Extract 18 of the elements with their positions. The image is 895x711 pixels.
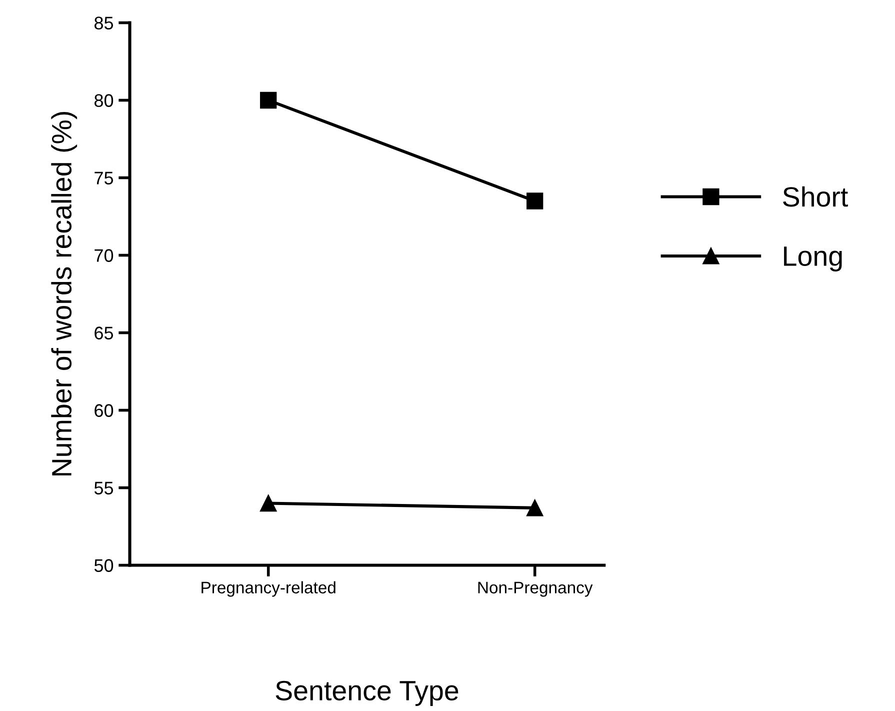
y-tick-label: 55 — [94, 482, 114, 494]
y-tick-label: 50 — [94, 559, 114, 572]
y-tick-label: 65 — [94, 326, 114, 340]
x-axis-title: Sentence Type — [276, 680, 458, 706]
y-tick-label: 80 — [94, 94, 114, 107]
x-tick-label: Pregnancy-related — [202, 581, 336, 597]
legend-label: Long — [784, 246, 842, 272]
x-tick-label: Non-Pregnancy — [478, 582, 593, 597]
y-tick-label: 85 — [94, 16, 114, 30]
y-axis-title: Number of words recalled (%) — [51, 112, 78, 476]
y-tick-label: 75 — [94, 172, 114, 184]
point — [260, 92, 277, 109]
y-tick-label: 70 — [94, 249, 114, 262]
y-tick-label: 60 — [94, 404, 114, 417]
point — [526, 192, 544, 210]
legend-label: Short — [783, 186, 848, 207]
point — [260, 494, 277, 512]
point — [526, 500, 544, 516]
